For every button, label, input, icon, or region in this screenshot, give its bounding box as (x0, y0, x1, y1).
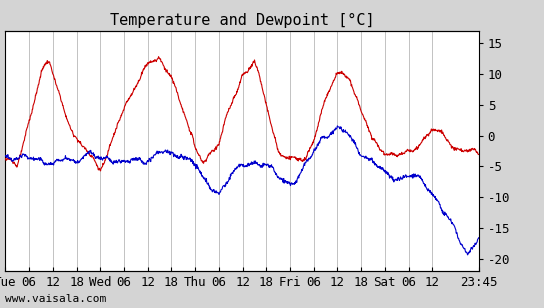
Title: Temperature and Dewpoint [°C]: Temperature and Dewpoint [°C] (110, 13, 374, 28)
Text: www.vaisala.com: www.vaisala.com (5, 294, 107, 304)
